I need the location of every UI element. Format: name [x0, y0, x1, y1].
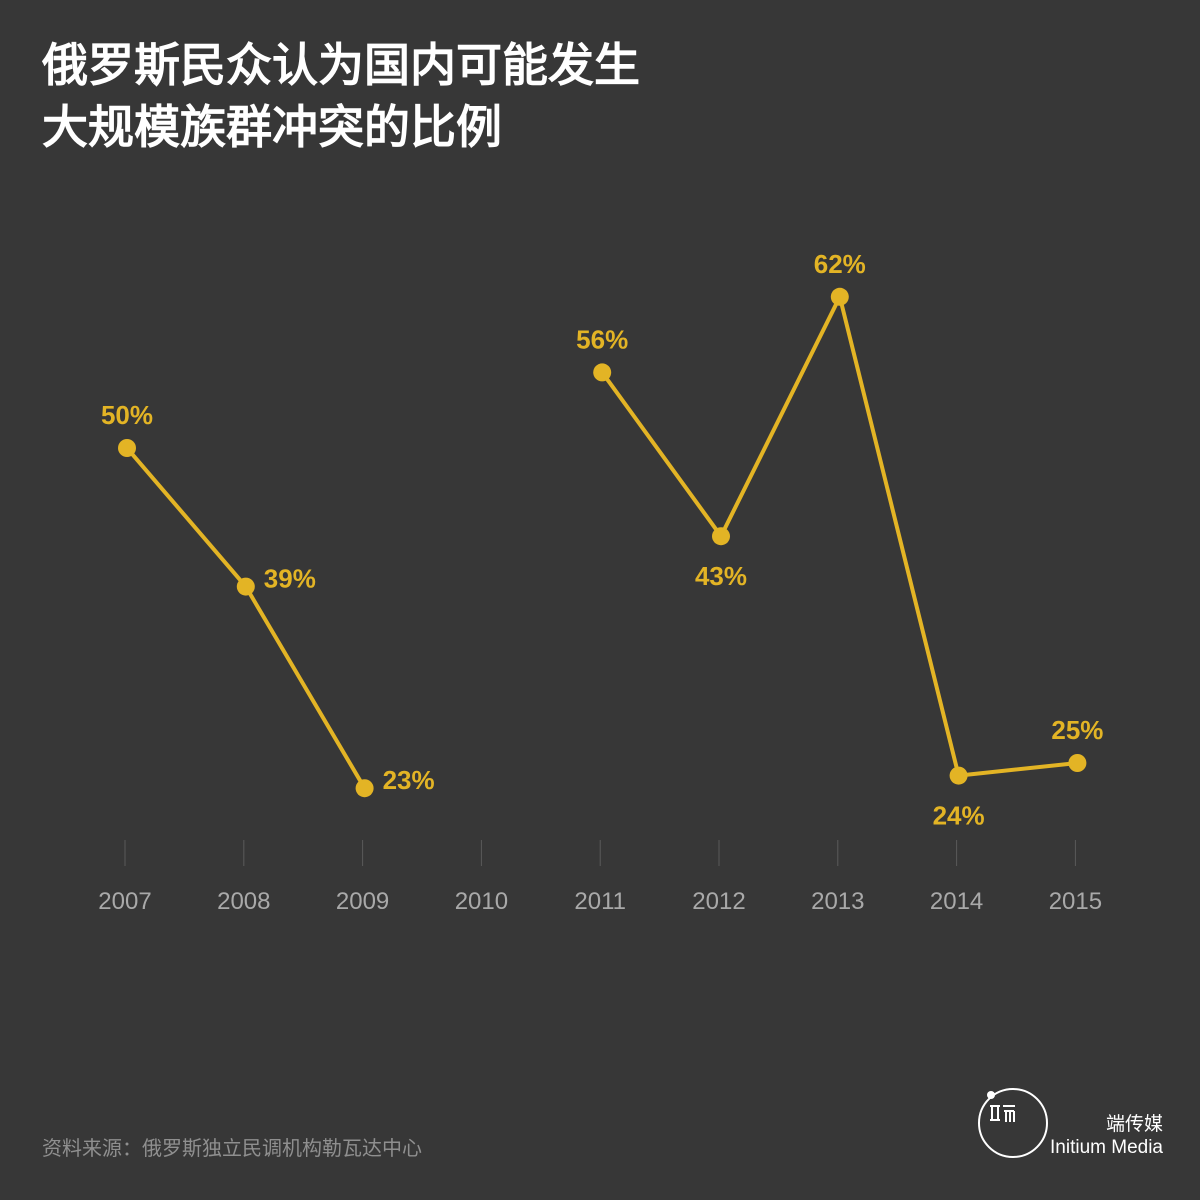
data-label-2015: 25%	[1051, 715, 1103, 745]
brand-name-cn: 端传媒	[1105, 1113, 1163, 1135]
data-label-2011: 56%	[576, 324, 628, 354]
data-point-2014	[949, 766, 968, 785]
initium-logo-icon	[978, 1088, 1048, 1158]
data-point-2011	[593, 363, 612, 382]
x-tick-label-2011: 2011	[574, 888, 626, 915]
data-point-2015	[1068, 754, 1087, 772]
x-tick-label-2010: 2010	[455, 888, 508, 915]
data-point-2012	[712, 527, 730, 546]
series-line	[600, 294, 1080, 778]
data-label-2012: 43%	[695, 561, 747, 591]
data-label-2013: 62%	[814, 249, 866, 279]
data-label-2009: 23%	[383, 765, 435, 795]
data-label-2008: 39%	[264, 564, 316, 594]
series-line	[125, 446, 367, 791]
data-point-2009	[355, 779, 374, 798]
data-point-2007	[118, 439, 136, 457]
title-line-2: 大规模族群冲突的比例	[42, 100, 502, 154]
x-tick-label-2009: 2009	[336, 888, 389, 915]
data-label-2007: 50%	[101, 400, 153, 430]
x-tick-label-2014: 2014	[930, 888, 983, 915]
data-label-2014: 24%	[933, 801, 985, 831]
x-tick-label-2012: 2012	[692, 888, 745, 915]
brand-name-en: Initium Media	[1050, 1137, 1163, 1158]
source-note: 资料来源：俄罗斯独立民调机构勒瓦达中心	[42, 1136, 422, 1160]
x-tick-label-2007: 2007	[98, 888, 151, 915]
x-tick-label-2013: 2013	[811, 888, 864, 915]
title-line-1: 俄罗斯民众认为国内可能发生	[42, 38, 640, 92]
x-tick-label-2008: 2008	[217, 888, 270, 915]
data-point-2008	[236, 577, 255, 596]
brand-block: 端传媒 Initium Media	[1050, 1112, 1163, 1160]
x-tick-label-2015: 2015	[1049, 888, 1102, 915]
chart-title: 俄罗斯民众认为国内可能发生 大规模族群冲突的比例	[42, 34, 640, 158]
data-point-2013	[830, 287, 849, 306]
